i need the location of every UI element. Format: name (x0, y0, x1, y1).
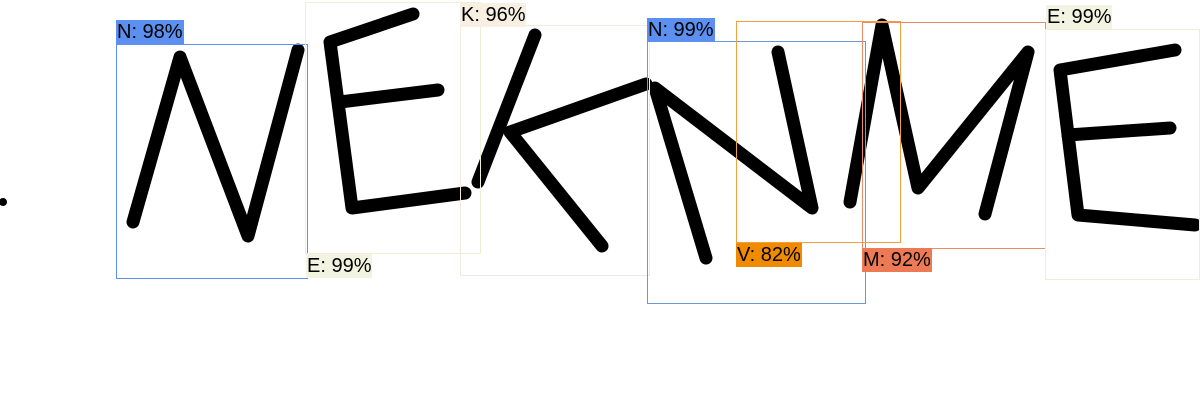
glyph-n-2 (648, 45, 819, 265)
detection-label-n-2: N: 99% (647, 18, 715, 42)
detection-box-m[interactable] (862, 22, 1046, 249)
detection-label-m: M: 92% (862, 248, 932, 272)
glyph-e-2 (1053, 43, 1200, 232)
detection-box-n-2[interactable] (647, 41, 866, 304)
detection-label-k: K: 96% (460, 3, 527, 27)
glyph-e-1-bar (333, 83, 445, 109)
detection-label-e-2: E: 99% (1046, 5, 1113, 29)
detection-box-k[interactable] (460, 25, 650, 276)
detection-box-e-1[interactable] (305, 2, 481, 254)
glyph-n-1 (126, 43, 305, 243)
glyph-e-1 (323, 7, 472, 215)
detection-box-n-1[interactable] (116, 44, 308, 279)
detection-label-v: V: 82% (736, 243, 802, 267)
stray-dot (0, 198, 7, 206)
detection-box-v[interactable] (736, 21, 901, 243)
glyph-m (843, 18, 1035, 221)
glyph-k-stem (471, 28, 542, 189)
detection-label-e-1: E: 99% (306, 254, 373, 278)
detection-box-e-2[interactable] (1045, 29, 1200, 280)
glyph-k-arms (503, 77, 653, 253)
glyph-e-2-bar (1061, 121, 1177, 142)
detection-label-n-1: N: 98% (116, 20, 184, 44)
